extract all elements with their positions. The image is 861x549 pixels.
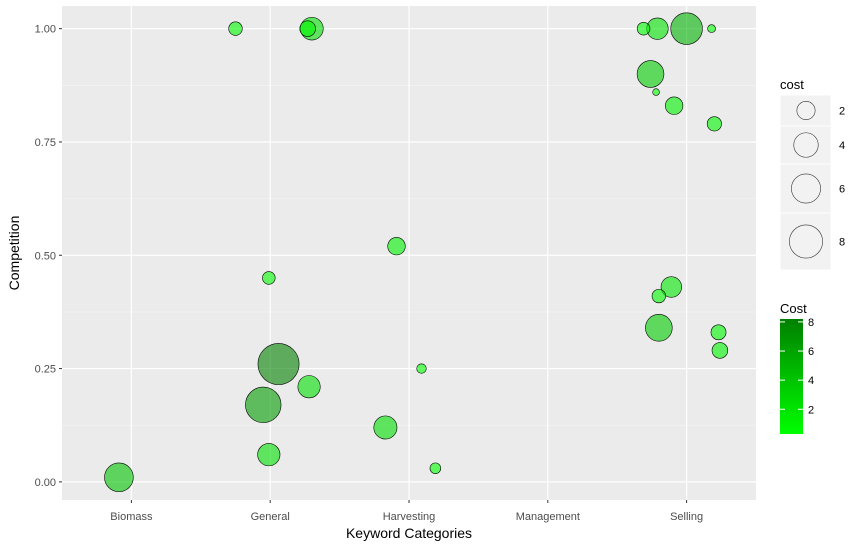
- x-tick-label: Selling: [670, 511, 703, 523]
- data-point: [373, 415, 398, 440]
- y-tick-label: 0.25: [35, 364, 56, 376]
- y-axis-title: Competition: [6, 216, 22, 291]
- color-legend: Cost 2 4 6 8: [780, 301, 814, 434]
- data-point: [707, 24, 716, 33]
- data-point: [645, 314, 673, 342]
- size-legend-circle: [793, 132, 819, 158]
- data-point: [711, 342, 729, 359]
- y-tick-label: 0.00: [35, 477, 56, 489]
- data-point: [104, 462, 134, 493]
- size-legend-circle: [796, 101, 816, 120]
- y-tick-label: 0.50: [35, 250, 56, 262]
- data-point: [665, 96, 684, 115]
- color-bar: [780, 319, 803, 434]
- color-legend-title: Cost: [780, 301, 807, 316]
- data-point: [387, 237, 406, 256]
- y-axis-ticks: 0.00 0.25 0.50 0.75 1.00: [35, 24, 62, 489]
- color-legend-label: 8: [808, 317, 814, 329]
- y-tick-label: 1.00: [35, 24, 56, 36]
- size-legend-circle: [791, 173, 821, 204]
- size-legend-circle: [789, 224, 823, 259]
- x-tick-label: General: [251, 511, 290, 523]
- data-point: [706, 116, 722, 132]
- color-legend-label: 4: [808, 375, 814, 387]
- data-point: [636, 21, 651, 36]
- data-point: [228, 21, 243, 36]
- data-point: [660, 276, 682, 298]
- data-point: [299, 20, 316, 37]
- data-point: [429, 462, 442, 474]
- data-point: [257, 443, 281, 467]
- data-point: [710, 324, 727, 341]
- size-legend-label: 4: [839, 140, 845, 152]
- data-point: [416, 363, 427, 374]
- data-point: [651, 288, 666, 304]
- data-point: [652, 88, 660, 96]
- data-point: [257, 343, 300, 385]
- data-point: [262, 271, 276, 285]
- data-points: [104, 12, 729, 493]
- x-axis-title: Keyword Categories: [346, 525, 472, 541]
- size-legend-title: cost: [780, 77, 804, 92]
- x-tick-label: Harvesting: [383, 511, 436, 523]
- color-legend-label: 2: [808, 404, 814, 416]
- y-tick-label: 0.75: [35, 137, 56, 149]
- size-legend-label: 2: [839, 106, 845, 118]
- data-point: [297, 375, 321, 399]
- color-legend-label: 6: [808, 346, 814, 358]
- size-legend: cost 2 4 6 8: [779, 77, 845, 271]
- data-point: [670, 12, 703, 45]
- data-point: [636, 60, 665, 88]
- data-point: [245, 386, 282, 423]
- x-tick-label: Management: [516, 511, 580, 523]
- size-legend-label: 8: [839, 237, 845, 249]
- x-axis-ticks: Biomass General Harvesting Management Sellin…: [110, 500, 703, 523]
- x-tick-label: Biomass: [110, 511, 153, 523]
- size-legend-label: 6: [839, 184, 845, 196]
